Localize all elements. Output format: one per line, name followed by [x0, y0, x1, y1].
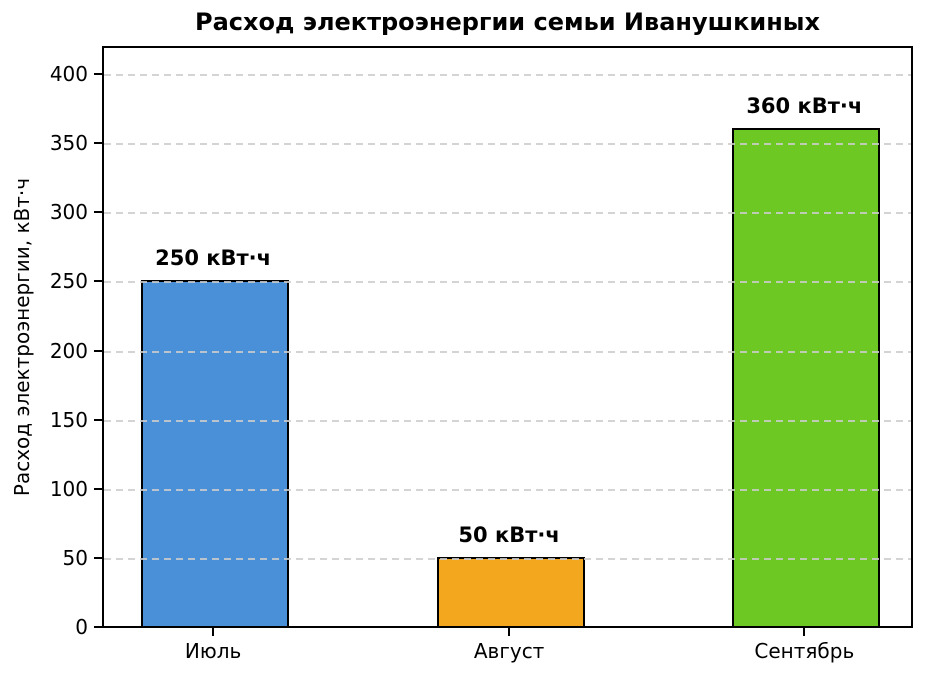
y-tick-label-0: 0 — [75, 615, 88, 639]
x-tick-label-Август: Август — [473, 639, 545, 663]
y-tick-label-150: 150 — [49, 407, 88, 432]
gridline-y-400 — [104, 74, 911, 77]
bar-Июль — [141, 280, 290, 626]
x-tick-label-Июль: Июль — [184, 639, 242, 663]
bar-Сентябрь — [732, 128, 881, 626]
y-axis-label: Расход электроэнергии, кВт·ч — [10, 177, 34, 497]
bar-value-label: 250 кВт·ч — [155, 246, 272, 271]
y-tick-label-50: 50 — [62, 545, 88, 570]
y-tick-mark — [94, 556, 102, 559]
x-tick-mark — [212, 628, 215, 636]
y-tick-mark — [94, 280, 102, 283]
y-tick-mark — [94, 211, 102, 214]
bar-value-label: 50 кВт·ч — [458, 522, 560, 547]
x-tick-label-Сентябрь: Сентябрь — [754, 639, 855, 663]
gridline-y-350 — [104, 143, 911, 146]
chart-title: Расход электроэнергии семьи Иванушкиных — [195, 8, 820, 36]
y-tick-label-250: 250 — [49, 269, 88, 294]
y-tick-label-350: 350 — [49, 131, 88, 156]
bar-value-label: 360 кВт·ч — [746, 94, 863, 119]
x-tick-mark — [803, 628, 806, 636]
y-tick-label-100: 100 — [49, 476, 88, 501]
y-tick-label-300: 300 — [49, 200, 88, 225]
gridline-y-50 — [104, 557, 911, 560]
y-tick-label-400: 400 — [49, 62, 88, 87]
gridline-y-100 — [104, 488, 911, 491]
plot-area — [102, 46, 913, 628]
gridline-y-300 — [104, 212, 911, 215]
y-tick-mark — [94, 418, 102, 421]
y-tick-mark — [94, 626, 102, 628]
gridline-y-150 — [104, 419, 911, 422]
gridline-y-200 — [104, 350, 911, 353]
y-tick-mark — [94, 73, 102, 76]
x-tick-mark — [508, 628, 511, 636]
y-tick-mark — [94, 142, 102, 145]
y-tick-label-200: 200 — [49, 338, 88, 363]
y-tick-mark — [94, 487, 102, 490]
y-tick-mark — [94, 349, 102, 352]
gridline-y-250 — [104, 281, 911, 284]
bar-Август — [437, 556, 586, 626]
